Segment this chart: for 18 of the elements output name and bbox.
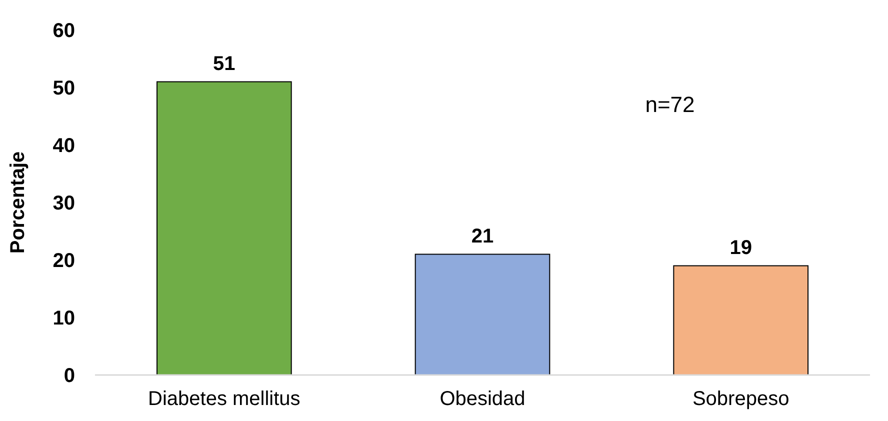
data-label: 21 [471,225,494,248]
annotation: n=72 [645,92,695,117]
y-axis-title: Porcentaje [7,151,29,254]
bar [156,81,292,376]
bar [414,254,550,376]
x-tick-label: Sobrepeso [692,388,790,410]
y-tick-label: 30 [52,192,75,214]
y-tick-label: 20 [52,250,75,272]
bar [673,265,808,376]
y-tick-label: 60 [52,20,75,42]
x-tick-label: Diabetes mellitus [148,388,300,410]
y-tick-label: 0 [64,365,75,387]
y-tick-label: 50 [52,78,75,100]
data-label: 19 [730,236,752,259]
data-label: 51 [213,52,236,75]
y-tick-label: 10 [52,308,75,330]
x-tick-label: Obesidad [440,388,526,410]
y-tick-label: 40 [52,135,75,157]
